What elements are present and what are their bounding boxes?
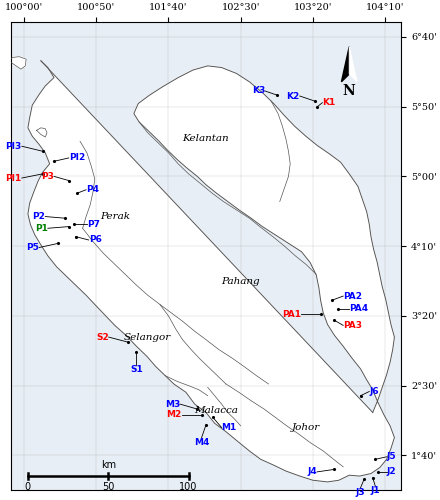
Polygon shape xyxy=(341,46,349,82)
Text: PA2: PA2 xyxy=(343,292,362,300)
Text: J2: J2 xyxy=(387,468,396,476)
Text: P6: P6 xyxy=(89,236,102,244)
Text: Kelantan: Kelantan xyxy=(183,134,229,143)
Text: K3: K3 xyxy=(252,86,265,96)
Text: M1: M1 xyxy=(222,423,237,432)
Text: P3: P3 xyxy=(41,172,54,181)
Polygon shape xyxy=(9,56,26,69)
Text: J5: J5 xyxy=(387,452,396,462)
Text: km: km xyxy=(101,460,116,470)
Text: PI1: PI1 xyxy=(6,174,22,182)
Text: Selangor: Selangor xyxy=(123,332,171,342)
Text: M4: M4 xyxy=(194,438,209,446)
Text: PA4: PA4 xyxy=(349,304,368,313)
Polygon shape xyxy=(349,46,357,82)
Text: M3: M3 xyxy=(165,400,180,408)
Text: M2: M2 xyxy=(166,410,182,420)
Text: J4: J4 xyxy=(308,468,317,476)
Text: N: N xyxy=(343,84,356,98)
Text: 0: 0 xyxy=(25,482,31,492)
Text: Malacca: Malacca xyxy=(194,406,238,416)
Text: P7: P7 xyxy=(87,220,100,228)
Text: P5: P5 xyxy=(26,243,39,252)
Text: J1: J1 xyxy=(370,486,380,495)
Text: S2: S2 xyxy=(96,332,109,342)
Text: S1: S1 xyxy=(130,364,143,374)
Text: Pahang: Pahang xyxy=(221,276,260,285)
Text: P4: P4 xyxy=(86,186,99,194)
Text: PA3: PA3 xyxy=(343,321,362,330)
Text: 50: 50 xyxy=(102,482,114,492)
Text: P1: P1 xyxy=(35,224,48,233)
Text: P2: P2 xyxy=(33,212,45,221)
Text: J3: J3 xyxy=(356,488,365,497)
Text: PI3: PI3 xyxy=(6,142,22,150)
Text: Perak: Perak xyxy=(100,212,130,221)
Text: J6: J6 xyxy=(369,387,379,396)
Text: K1: K1 xyxy=(323,98,336,107)
Text: PA1: PA1 xyxy=(282,310,301,319)
Text: PI2: PI2 xyxy=(69,154,85,162)
Text: 100: 100 xyxy=(180,482,198,492)
Text: K2: K2 xyxy=(286,92,300,100)
Text: Johor: Johor xyxy=(292,423,320,432)
Polygon shape xyxy=(28,61,394,482)
Polygon shape xyxy=(37,128,47,137)
